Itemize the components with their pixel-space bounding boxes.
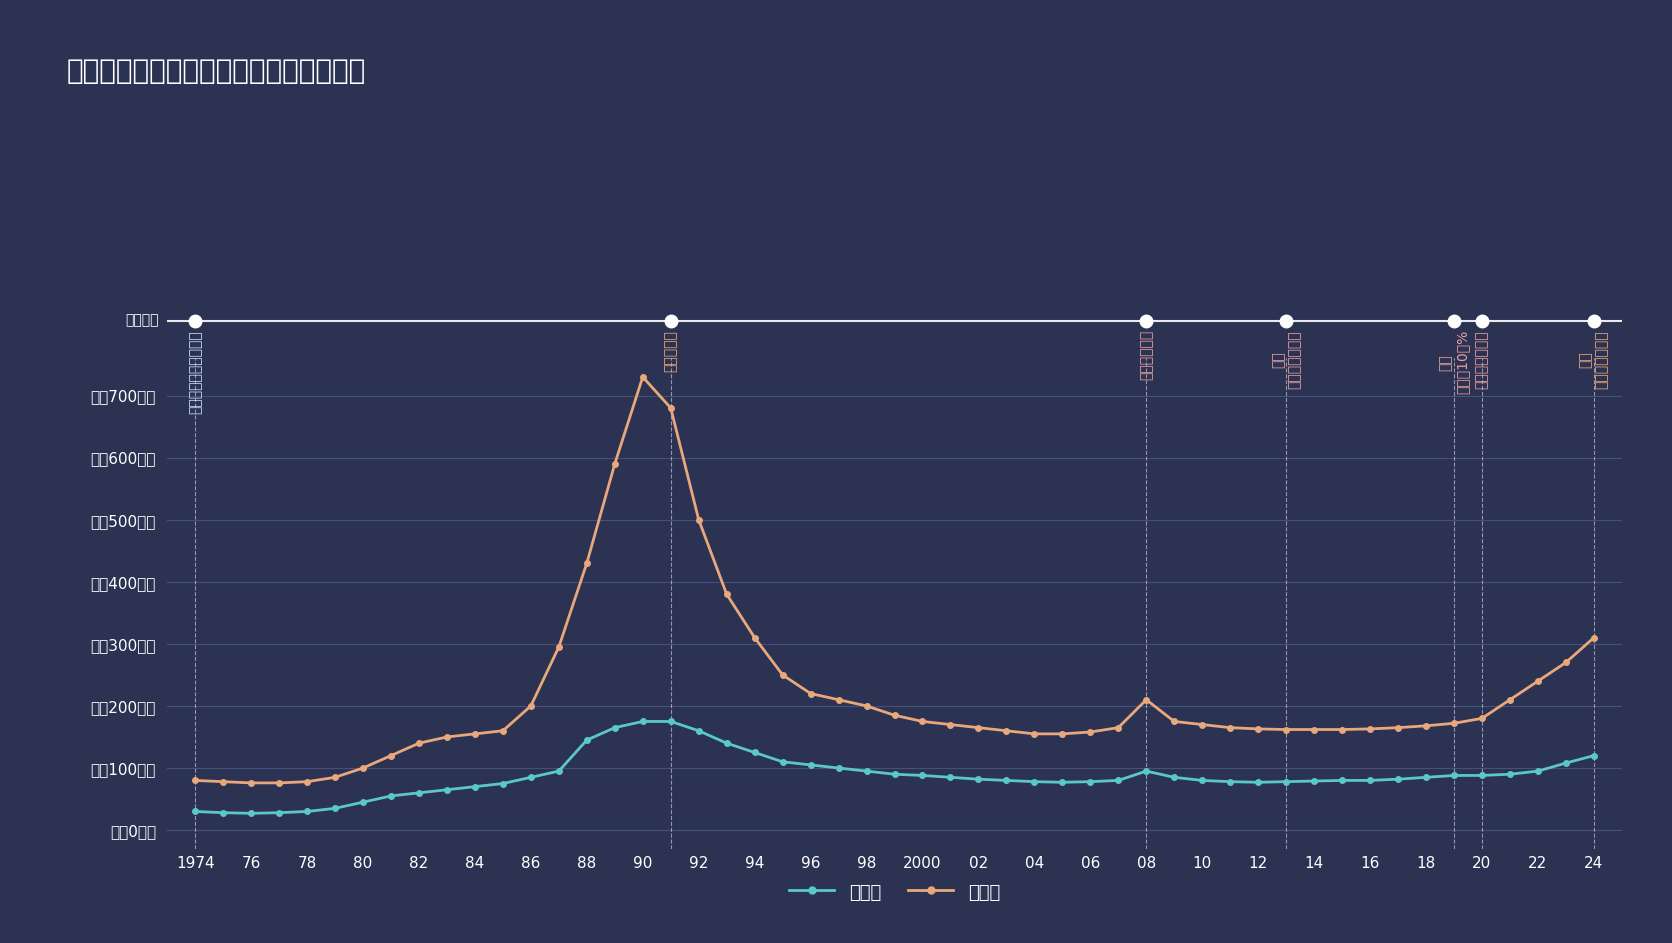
Text: 横浜市港北区　土地価格の推移（平均）: 横浜市港北区 土地価格の推移（平均） <box>67 57 366 85</box>
Text: 港北ニュータウン開発: 港北ニュータウン開発 <box>189 330 202 414</box>
Text: バブル崩壊: バブル崩壊 <box>664 330 677 372</box>
Text: 経済年表: 経済年表 <box>125 314 159 327</box>
Text: 日銀
異次元緩和終了: 日銀 異次元緩和終了 <box>1578 330 1608 389</box>
Legend: 住宅地, 商業地: 住宅地, 商業地 <box>789 882 1000 903</box>
Text: 世界金融危機: 世界金融危機 <box>1139 330 1154 380</box>
Text: 増税
消費税10．%: 増税 消費税10．% <box>1440 330 1470 394</box>
Text: 日銀
異次元金融緩和: 日銀 異次元金融緩和 <box>1271 330 1301 389</box>
Text: コロナ感染拡大: コロナ感染拡大 <box>1475 330 1490 389</box>
